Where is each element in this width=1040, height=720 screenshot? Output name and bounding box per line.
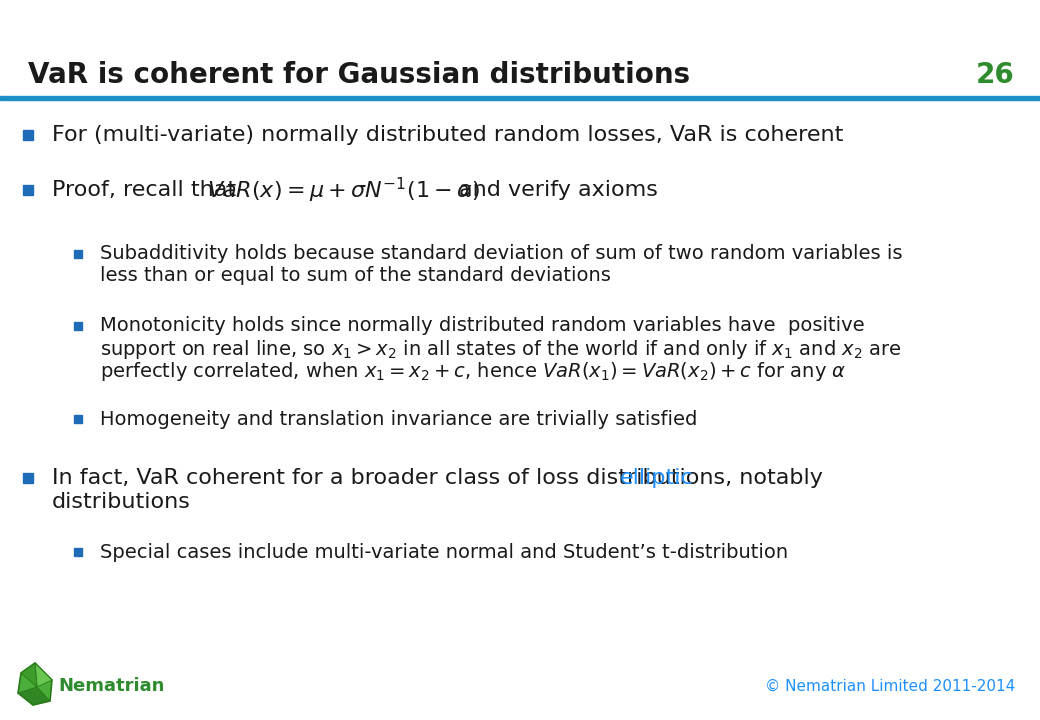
Bar bbox=[74, 548, 82, 556]
Bar bbox=[0, 96, 1040, 100]
Text: Monotonicity holds since normally distributed random variables have  positive: Monotonicity holds since normally distri… bbox=[100, 316, 864, 335]
Text: 26: 26 bbox=[977, 61, 1015, 89]
Text: Nematrian: Nematrian bbox=[58, 677, 164, 695]
Polygon shape bbox=[18, 687, 50, 705]
Polygon shape bbox=[35, 663, 52, 687]
Bar bbox=[23, 130, 33, 140]
Text: elliptic: elliptic bbox=[620, 468, 694, 488]
Bar bbox=[74, 250, 82, 258]
Polygon shape bbox=[21, 663, 37, 687]
Text: VaR is coherent for Gaussian distributions: VaR is coherent for Gaussian distributio… bbox=[28, 61, 691, 89]
Text: and verify axioms: and verify axioms bbox=[459, 180, 658, 200]
Bar bbox=[23, 185, 33, 195]
Text: support on real line, so $x_1 > x_2$ in all states of the world if and only if $: support on real line, so $x_1 > x_2$ in … bbox=[100, 338, 902, 361]
Text: Proof, recall that: Proof, recall that bbox=[52, 180, 236, 200]
Bar bbox=[74, 322, 82, 330]
Text: less than or equal to sum of the standard deviations: less than or equal to sum of the standar… bbox=[100, 266, 610, 285]
Text: distributions: distributions bbox=[52, 492, 191, 512]
Text: Special cases include multi-variate normal and Student’s t-distribution: Special cases include multi-variate norm… bbox=[100, 543, 788, 562]
Text: Subadditivity holds because standard deviation of sum of two random variables is: Subadditivity holds because standard dev… bbox=[100, 244, 903, 263]
Bar bbox=[23, 473, 33, 483]
Text: For (multi-variate) normally distributed random losses, VaR is coherent: For (multi-variate) normally distributed… bbox=[52, 125, 843, 145]
Text: perfectly correlated, when $x_1 = x_2 + c$, hence $VaR(x_1) = VaR(x_2) + c$ for : perfectly correlated, when $x_1 = x_2 + … bbox=[100, 360, 847, 383]
Text: In fact, VaR coherent for a broader class of loss distributions, notably: In fact, VaR coherent for a broader clas… bbox=[52, 468, 830, 488]
Text: Homogeneity and translation invariance are trivially satisfied: Homogeneity and translation invariance a… bbox=[100, 410, 698, 429]
Polygon shape bbox=[18, 663, 52, 705]
Text: $VaR(x)=\mu+\sigma N^{-1}(1-\alpha)$: $VaR(x)=\mu+\sigma N^{-1}(1-\alpha)$ bbox=[207, 176, 480, 204]
Bar bbox=[74, 415, 82, 423]
Text: © Nematrian Limited 2011-2014: © Nematrian Limited 2011-2014 bbox=[764, 678, 1015, 693]
